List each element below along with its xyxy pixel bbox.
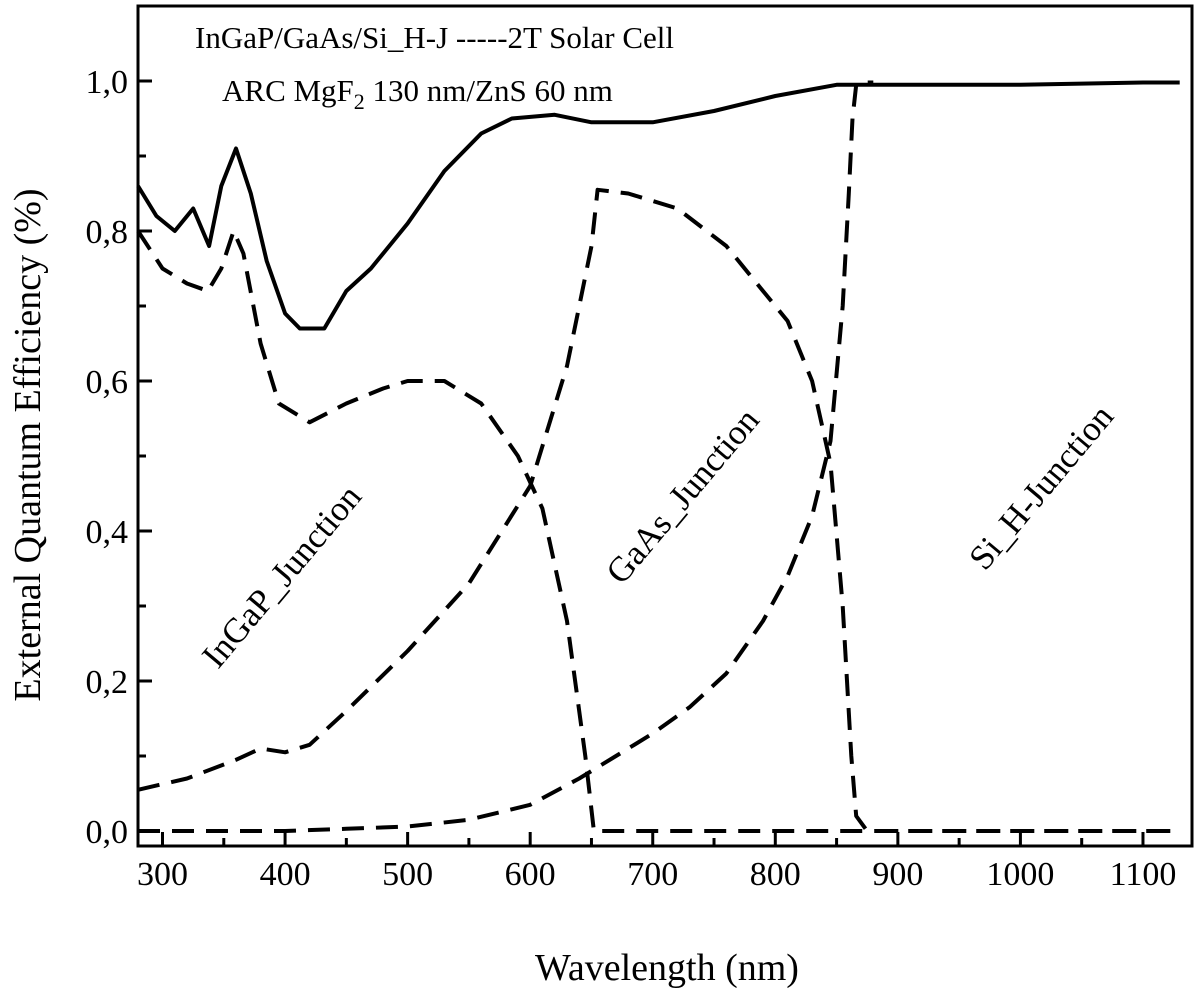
x-axis-label: Wavelength (nm) bbox=[535, 947, 799, 989]
y-tick-label: 0,0 bbox=[86, 814, 129, 851]
x-tick-label: 300 bbox=[137, 856, 188, 893]
plot-frame bbox=[136, 4, 1194, 848]
subtitle-prefix: ARC MgF bbox=[222, 73, 354, 108]
chart-title: InGaP/GaAs/Si_H-J -----2T Solar Cell bbox=[195, 20, 674, 55]
x-tick-label: 500 bbox=[382, 856, 433, 893]
series-total-eqe bbox=[136, 80, 1180, 331]
x-tick-label: 1000 bbox=[986, 856, 1054, 893]
series-junction-eqe-2 bbox=[137, 187, 1180, 833]
x-tick-label: 900 bbox=[872, 856, 923, 893]
y-axis-label: External Quantum Efficiency (%) bbox=[7, 188, 49, 701]
x-tick-label: 1100 bbox=[1110, 856, 1177, 893]
series-junction-eqe-1 bbox=[136, 229, 1180, 833]
ticks-layer: 300 400 500 600 700 800 900 1000 1100 0,0 0,2 0,4 0,… bbox=[86, 4, 1177, 893]
x-tick-label: 400 bbox=[260, 856, 311, 893]
subtitle-suffix: 130 nm/ZnS 60 nm bbox=[365, 73, 613, 108]
subtitle-subscript: 2 bbox=[354, 89, 365, 114]
y-tick-label: 1,0 bbox=[86, 64, 129, 101]
y-tick-label: 0,6 bbox=[86, 364, 129, 401]
y-tick-label: 0,8 bbox=[86, 214, 129, 251]
chart-subtitle: ARC MgF2 130 nm/ZnS 60 nm bbox=[222, 73, 613, 114]
x-tick-label: 600 bbox=[505, 856, 556, 893]
x-tick-label: 800 bbox=[750, 856, 801, 893]
series-layer bbox=[136, 80, 1180, 833]
series-junction-eqe-3 bbox=[138, 80, 874, 833]
x-tick-label: 700 bbox=[627, 856, 678, 893]
y-tick-label: 0,4 bbox=[86, 514, 129, 551]
y-tick-label: 0,2 bbox=[86, 664, 129, 701]
